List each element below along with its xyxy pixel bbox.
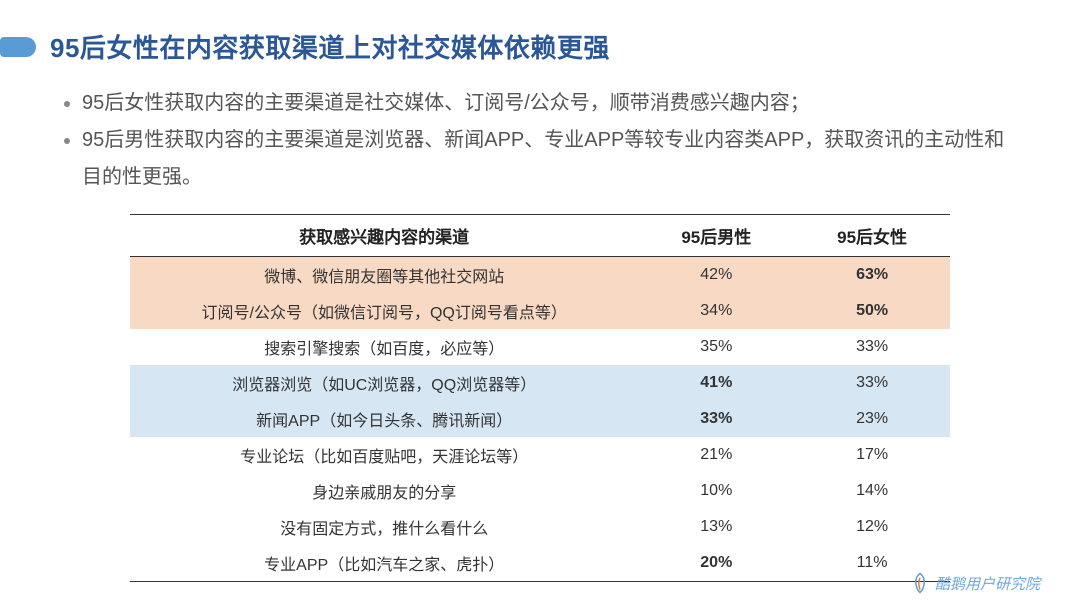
cell-female: 14% — [794, 473, 950, 509]
cell-female: 33% — [794, 329, 950, 365]
bullet-list: 95后女性获取内容的主要渠道是社交媒体、订阅号/公众号，顺带消费感兴趣内容； 9… — [56, 85, 1024, 196]
cell-male: 35% — [638, 329, 794, 365]
title-row: 95后女性在内容获取渠道上对社交媒体依赖更强 — [56, 28, 1024, 65]
footer-text: 酷鹅用户研究院 — [935, 573, 1040, 594]
table-header-row: 获取感兴趣内容的渠道 95后男性 95后女性 — [130, 215, 950, 257]
cell-male: 41% — [638, 365, 794, 401]
table-body: 微博、微信朋友圈等其他社交网站42%63%订阅号/公众号（如微信订阅号，QQ订阅… — [130, 257, 950, 582]
cell-channel: 专业APP（比如汽车之家、虎扑） — [130, 545, 638, 582]
cell-female: 17% — [794, 437, 950, 473]
cell-channel: 浏览器浏览（如UC浏览器，QQ浏览器等） — [130, 365, 638, 401]
table-row: 微博、微信朋友圈等其他社交网站42%63% — [130, 257, 950, 294]
cell-female: 23% — [794, 401, 950, 437]
table-row: 身边亲戚朋友的分享10%14% — [130, 473, 950, 509]
logo-icon — [911, 572, 929, 594]
page-title: 95后女性在内容获取渠道上对社交媒体依赖更强 — [50, 28, 610, 65]
bullet-item: 95后男性获取内容的主要渠道是浏览器、新闻APP、专业APP等较专业内容类APP… — [82, 122, 1024, 196]
cell-male: 33% — [638, 401, 794, 437]
cell-channel: 订阅号/公众号（如微信订阅号，QQ订阅号看点等） — [130, 293, 638, 329]
cell-channel: 没有固定方式，推什么看什么 — [130, 509, 638, 545]
col-header-male: 95后男性 — [638, 215, 794, 257]
slide: 95后女性在内容获取渠道上对社交媒体依赖更强 95后女性获取内容的主要渠道是社交… — [0, 0, 1080, 608]
cell-male: 10% — [638, 473, 794, 509]
cell-male: 13% — [638, 509, 794, 545]
cell-female: 33% — [794, 365, 950, 401]
table-row: 浏览器浏览（如UC浏览器，QQ浏览器等）41%33% — [130, 365, 950, 401]
title-accent-icon — [0, 37, 36, 57]
cell-female: 63% — [794, 257, 950, 294]
cell-male: 20% — [638, 545, 794, 582]
cell-channel: 身边亲戚朋友的分享 — [130, 473, 638, 509]
cell-channel: 微博、微信朋友圈等其他社交网站 — [130, 257, 638, 294]
table-row: 新闻APP（如今日头条、腾讯新闻）33%23% — [130, 401, 950, 437]
cell-male: 42% — [638, 257, 794, 294]
cell-female: 12% — [794, 509, 950, 545]
table-wrapper: 获取感兴趣内容的渠道 95后男性 95后女性 微博、微信朋友圈等其他社交网站42… — [56, 214, 1024, 582]
channel-table: 获取感兴趣内容的渠道 95后男性 95后女性 微博、微信朋友圈等其他社交网站42… — [130, 214, 950, 582]
table-row: 订阅号/公众号（如微信订阅号，QQ订阅号看点等）34%50% — [130, 293, 950, 329]
cell-female: 50% — [794, 293, 950, 329]
table-row: 专业APP（比如汽车之家、虎扑）20%11% — [130, 545, 950, 582]
table-row: 没有固定方式，推什么看什么13%12% — [130, 509, 950, 545]
cell-male: 21% — [638, 437, 794, 473]
table-row: 专业论坛（比如百度贴吧，天涯论坛等）21%17% — [130, 437, 950, 473]
footer-credit: 酷鹅用户研究院 — [911, 572, 1040, 594]
col-header-channel: 获取感兴趣内容的渠道 — [130, 215, 638, 257]
table-row: 搜索引擎搜索（如百度，必应等）35%33% — [130, 329, 950, 365]
cell-channel: 搜索引擎搜索（如百度，必应等） — [130, 329, 638, 365]
cell-channel: 新闻APP（如今日头条、腾讯新闻） — [130, 401, 638, 437]
cell-channel: 专业论坛（比如百度贴吧，天涯论坛等） — [130, 437, 638, 473]
cell-male: 34% — [638, 293, 794, 329]
bullet-item: 95后女性获取内容的主要渠道是社交媒体、订阅号/公众号，顺带消费感兴趣内容； — [82, 85, 1024, 122]
col-header-female: 95后女性 — [794, 215, 950, 257]
